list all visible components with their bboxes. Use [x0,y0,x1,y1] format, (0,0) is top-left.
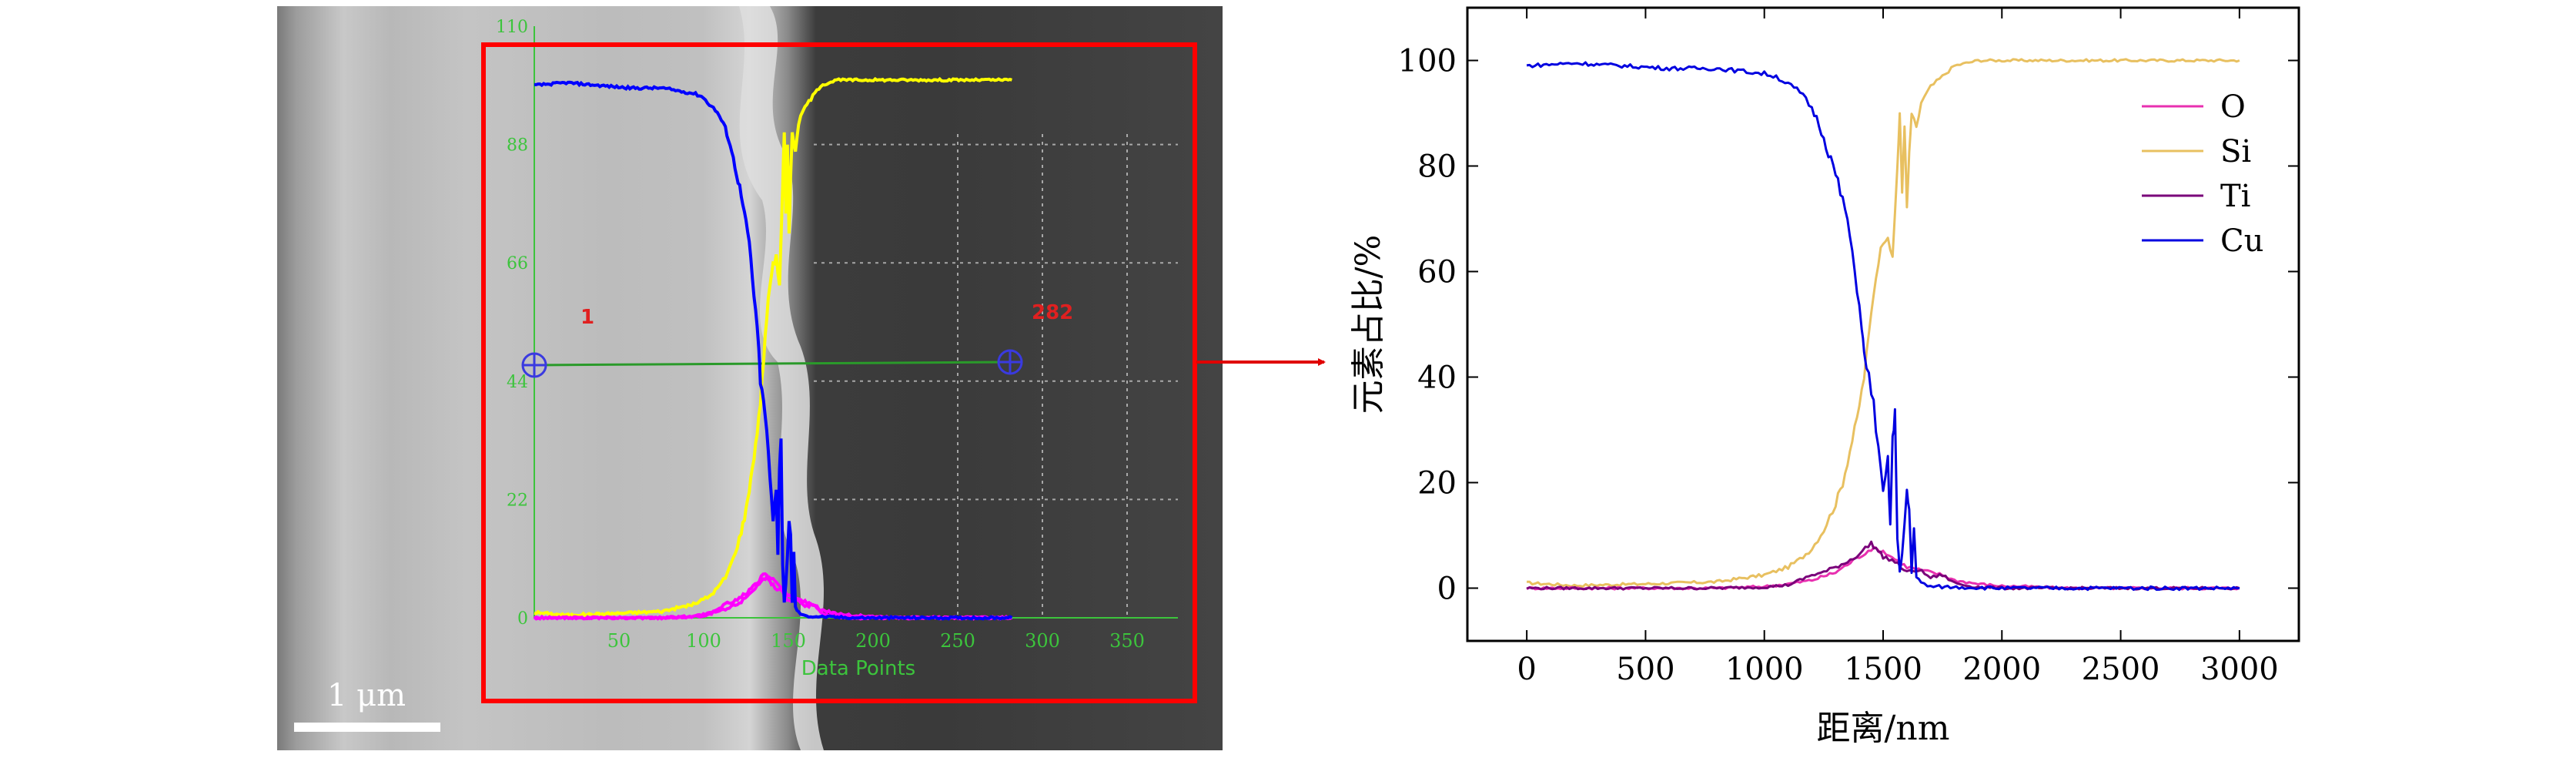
sem-y-tick-label: 22 [507,491,528,510]
axis-ticks: 0 500 1000 1500 2000 2500 3000 0 20 40 60 80 100 [1398,8,2299,687]
sem-x-tick-label: 150 [771,630,806,652]
y-tick-label: 0 [1437,572,1457,607]
scan-end-label: 282 [1032,301,1073,324]
sem-y-tick-label: 88 [507,136,528,156]
scale-bar-label: 1 μm [327,678,406,713]
y-tick-label: 60 [1417,255,1457,290]
x-axis-label: 距离/nm [1817,709,1950,748]
sem-x-tick-label: 100 [686,630,721,652]
legend-label-Cu: Cu [2220,223,2263,259]
sem-line-scan-curves [533,76,1013,621]
sem-trace-Cu [534,80,1013,621]
series-line-Si [1527,58,2240,588]
scan-end-marker [997,349,1023,375]
sem-overlay-grid [814,134,1178,618]
x-tick-label: 500 [1616,652,1674,687]
sem-x-tick-label: 200 [855,630,891,652]
x-tick-label: 2500 [2082,652,2160,687]
legend: O Si Ti Cu [2142,89,2263,259]
y-tick-label: 20 [1417,466,1457,501]
y-axis-label: 元素占比/% [1349,235,1388,414]
sem-x-tick-label: 250 [940,630,975,652]
sem-x-tick-label: 350 [1109,630,1145,652]
x-tick-label: 3000 [2200,652,2279,687]
sem-y-tick-label: 66 [507,254,528,273]
legend-label-Ti: Ti [2220,179,2250,214]
x-tick-label: 1000 [1725,652,1804,687]
scan-start-label: 1 [580,306,594,329]
scan-line [534,361,1011,367]
sem-x-tick-label: 50 [607,630,631,652]
x-tick-label: 1500 [1844,652,1922,687]
interface-bright-edge [739,6,824,750]
sem-y-tick-label: 110 [496,18,528,37]
y-tick-label: 40 [1417,361,1457,396]
sem-y-tick-label: 44 [507,373,528,392]
scale-bar [294,723,440,732]
analysis-region-frame [481,42,1197,703]
sem-image-panel: 110 88 66 44 22 0 50 100 150 200 250 300 350 Data P… [277,6,1223,750]
sem-trace-Si [534,76,1012,619]
sem-x-tick-label: 300 [1025,630,1060,652]
series-line-Cu [1526,61,2240,592]
sem-y-ticks: 110 88 66 44 22 0 [496,18,528,629]
x-tick-label: 2000 [1962,652,2041,687]
legend-label-O: O [2220,89,2246,125]
sem-x-axis-label: Data Points [801,657,915,680]
scan-start-marker [521,352,547,378]
y-tick-label: 100 [1398,44,1457,79]
plot-frame [1466,6,2300,642]
series-lines [1526,58,2240,592]
composition-profile-chart: 0 500 1000 1500 2000 2500 3000 0 20 40 60 80 100 距离/… [1349,6,2300,748]
legend-label-Si: Si [2220,134,2251,169]
sem-y-tick-label: 0 [517,609,528,629]
sem-x-ticks: 50 100 150 200 250 300 350 [607,630,1145,652]
x-tick-label: 0 [1517,652,1536,687]
y-tick-label: 80 [1417,149,1457,185]
